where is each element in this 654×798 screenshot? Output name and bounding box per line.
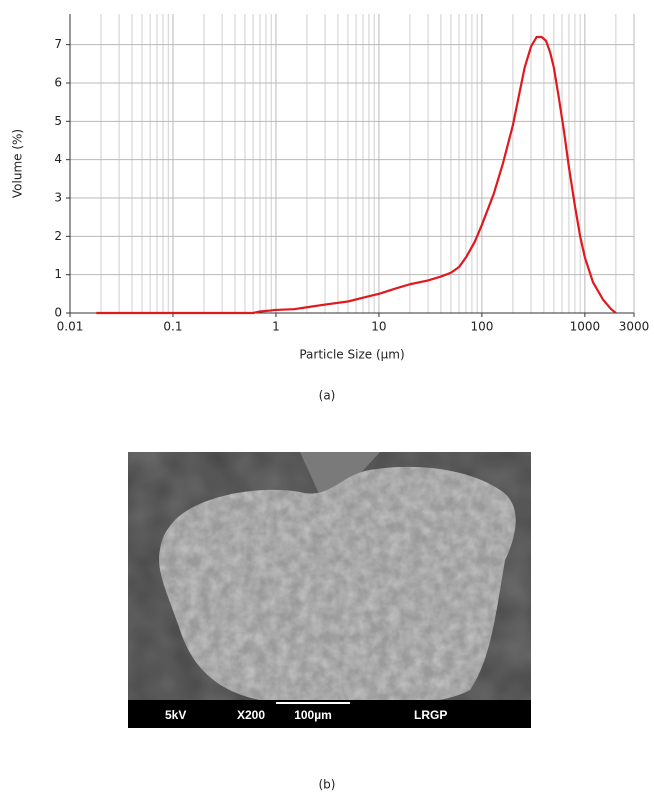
y-tick-label: 4 — [54, 152, 62, 166]
sem-label: X200 — [237, 708, 265, 722]
y-tick-label: 5 — [54, 114, 62, 128]
y-tick-label: 2 — [54, 229, 62, 243]
x-tick-label: 3000 — [619, 320, 650, 334]
y-axis-label: Volume (%) — [11, 129, 25, 198]
y-tick-label: 3 — [54, 191, 62, 205]
sem-label: 5kV — [165, 708, 186, 722]
caption: (a) — [319, 389, 336, 403]
sem-label: 100µm — [294, 708, 332, 722]
chart: 0 1 2 3 4 5 6 7 0.01 0.1 1 10 100 1000 3000 Particle Si… — [11, 14, 650, 362]
sem-image: 5kV X200 100µm LRGP — [128, 452, 531, 728]
x-tick-label: 1 — [272, 320, 280, 334]
data-line — [96, 35, 617, 315]
sem-label: LRGP — [414, 708, 447, 722]
x-tick-label: 0.01 — [57, 320, 84, 334]
x-tick-label: 1000 — [570, 320, 601, 334]
x-tick-label: 10 — [371, 320, 386, 334]
y-tick-label: 1 — [54, 267, 62, 281]
x-axis-label: Particle Size (µm) — [299, 348, 404, 362]
y-tick-label: 0 — [54, 306, 62, 320]
y-tick-label: 6 — [54, 76, 62, 90]
y-tick-label: 7 — [54, 37, 62, 51]
caption: (b) — [319, 778, 336, 792]
x-tick-label: 100 — [470, 320, 493, 334]
x-tick-label: 0.1 — [163, 320, 182, 334]
